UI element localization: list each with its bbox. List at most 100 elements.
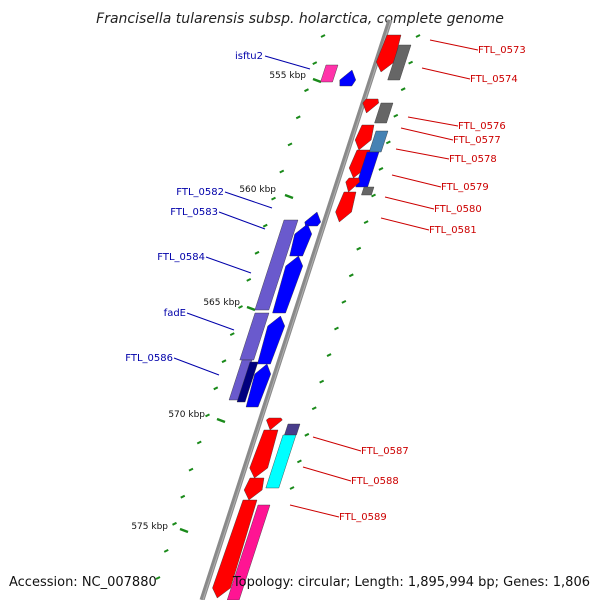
- cds-feature: [272, 255, 303, 314]
- cds-feature: [284, 423, 301, 436]
- tick-label: 555 kbp: [269, 71, 306, 81]
- gene-label-leader: [205, 256, 252, 274]
- cds-feature: [266, 417, 283, 431]
- gene-label: FTL_0579: [441, 182, 489, 193]
- cds-feature: [304, 211, 321, 227]
- inner-ring-tick: [213, 386, 219, 391]
- gene-label-leader: [407, 116, 459, 127]
- cds-feature: [289, 223, 312, 257]
- tick-label: 575 kbp: [131, 522, 168, 532]
- gene-label-leader: [302, 466, 352, 482]
- gene-label: FTL_0578: [449, 154, 497, 165]
- major-tick: [312, 77, 322, 84]
- cds-feature: [348, 149, 371, 179]
- cds-feature: [212, 499, 258, 599]
- gene-label: FTL_0584: [157, 252, 205, 263]
- gene-label: FTL_0574: [470, 74, 518, 85]
- cds-feature: [320, 64, 339, 83]
- map-title: Francisella tularensis subsp. holarctica…: [96, 11, 504, 27]
- gene-label-leader: [391, 174, 442, 188]
- cds-feature: [376, 34, 402, 73]
- cds-feature: [226, 504, 271, 600]
- outer-ring-tick: [341, 299, 347, 304]
- outer-ring-tick: [393, 113, 399, 118]
- cds-feature: [265, 434, 297, 489]
- inner-ring-tick: [271, 196, 276, 201]
- outer-ring-tick: [319, 379, 325, 384]
- cds-feature: [254, 219, 299, 311]
- label-layer: FTL_0573 FTL_0574 FTL_0576 FTL_0577 FTL_0578…: [125, 39, 526, 523]
- tick-label: 565 kbp: [203, 298, 240, 308]
- gene-label: FTL_0580: [434, 204, 482, 215]
- backbone-line: [199, 19, 393, 600]
- feature-layer: [212, 34, 412, 600]
- gene-label-leader: [289, 504, 340, 518]
- gene-label: FTL_0586: [125, 353, 173, 364]
- gene-label: isftu2: [235, 51, 263, 62]
- outer-ring-tick: [415, 34, 421, 38]
- gene-label-leader: [312, 436, 362, 452]
- accession-text: Accession: NC_007880: [9, 575, 157, 590]
- gene-label-leader: [186, 312, 235, 331]
- tick-layer: 555 kbp 560 kbp 565 kbp 570 kbp 575 kbp: [131, 34, 421, 580]
- cds-feature: [345, 177, 360, 193]
- genome-summary-text: Topology: circular; Length: 1,895,994 bp…: [232, 575, 590, 590]
- inner-ring-tick: [205, 413, 210, 418]
- inner-ring-tick: [279, 169, 285, 174]
- inner-ring-tick: [312, 61, 318, 65]
- inner-ring-tick: [238, 305, 243, 309]
- inner-ring-tick: [163, 549, 169, 553]
- outer-ring-tick: [334, 326, 339, 331]
- inner-ring-tick: [196, 440, 202, 445]
- gene-label-leader: [384, 196, 435, 210]
- gene-label: FTL_0587: [361, 446, 409, 457]
- gene-label-leader: [429, 39, 479, 51]
- gene-label: FTL_0582: [176, 187, 224, 198]
- cds-feature: [243, 477, 265, 501]
- cds-feature: [354, 124, 375, 151]
- major-tick: [284, 193, 294, 200]
- cds-feature: [245, 363, 271, 408]
- outer-ring-tick: [296, 459, 302, 464]
- outer-ring-tick: [363, 220, 369, 225]
- cds-feature: [249, 429, 279, 479]
- outer-ring-tick: [378, 167, 384, 171]
- tick-label: 570 kbp: [168, 410, 205, 420]
- inner-ring-tick: [254, 250, 260, 255]
- outer-ring-tick: [385, 140, 391, 145]
- outer-ring-tick: [289, 486, 295, 490]
- gene-label-leader: [173, 357, 220, 376]
- inner-ring-tick: [295, 115, 301, 120]
- gene-label: fadE: [164, 308, 186, 319]
- cds-feature: [361, 186, 375, 196]
- gene-label-leader: [264, 55, 311, 70]
- cds-feature: [339, 69, 356, 87]
- inner-ring-tick: [262, 223, 268, 228]
- cds-feature: [387, 44, 412, 81]
- cds-feature: [239, 312, 270, 361]
- gene-label-leader: [218, 211, 266, 230]
- outer-ring-tick: [311, 406, 317, 411]
- inner-ring-tick: [287, 142, 293, 147]
- inner-ring-tick: [304, 88, 309, 93]
- inner-ring-tick: [229, 332, 235, 336]
- inner-ring-tick: [155, 576, 161, 580]
- inner-ring-tick: [172, 521, 177, 526]
- gene-label: FTL_0589: [339, 512, 387, 523]
- inner-ring-tick: [246, 278, 252, 282]
- outer-ring-tick: [348, 273, 354, 278]
- major-tick: [246, 305, 256, 312]
- cds-feature: [257, 315, 285, 365]
- gene-label: FTL_0577: [453, 135, 501, 146]
- cds-feature: [236, 361, 259, 403]
- gene-label-leader: [421, 67, 471, 80]
- outer-ring-tick: [371, 193, 376, 198]
- cds-feature: [335, 191, 357, 223]
- inner-ring-tick: [320, 34, 326, 38]
- outer-ring-tick: [356, 246, 362, 251]
- cds-feature: [368, 130, 389, 153]
- cds-feature: [374, 102, 394, 124]
- outer-ring-tick: [400, 87, 406, 92]
- gene-label: FTL_0588: [351, 476, 399, 487]
